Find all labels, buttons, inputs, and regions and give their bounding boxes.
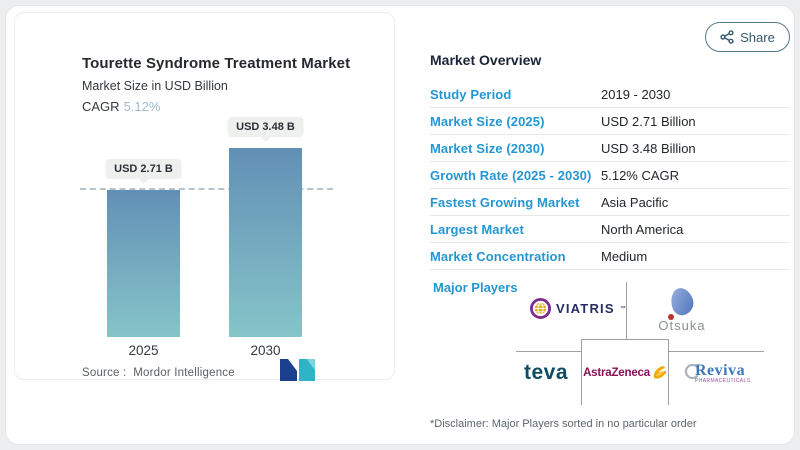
row-label: Market Size (2030) [430,140,545,156]
value-tooltip-2025: USD 2.71 B [105,159,182,179]
row-label: Market Concentration [430,248,566,264]
table-row: Study Period 2019 - 2030 [430,81,790,108]
players-horizontal-divider-left [516,351,581,352]
source-label: Source : [82,367,127,379]
table-row: Growth Rate (2025 - 2030) 5.12% CAGR [430,162,790,189]
astrazeneca-swoosh-icon [652,365,667,381]
reviva-sub-text: PHARMACEUTICALS [695,378,751,384]
row-label: Fastest Growing Market [430,194,580,210]
astrazeneca-box: AstraZeneca [581,339,669,405]
source-value: Mordor Intelligence [133,367,235,379]
row-label: Largest Market [430,221,524,237]
x-axis-label-2025: 2025 [128,343,159,358]
row-label: Study Period [430,86,512,102]
overview-table: Study Period 2019 - 2030 Market Size (20… [430,81,790,270]
reviva-logo: Reviva PHARMACEUTICALS [684,362,750,384]
table-row: Largest Market North America [430,216,790,243]
row-value: Asia Pacific [601,194,669,210]
chart-cagr: CAGR 5.12% [82,99,160,114]
bar[interactable] [107,190,180,337]
viatris-trademark: ™ [619,305,626,312]
row-value: Medium [601,248,648,264]
players-horizontal-divider-right [669,351,764,352]
cagr-label: CAGR [82,99,120,114]
share-button-label: Share [740,29,775,45]
viatris-globe-icon [530,298,551,319]
value-tooltip-2030: USD 3.48 B [227,117,304,137]
otsuka-logo: Otsuka [654,285,710,333]
row-label: Market Size (2025) [430,113,545,129]
reference-dashed-line [80,188,333,190]
table-row: Market Concentration Medium [430,243,790,270]
value-tooltip-2030-text: USD 3.48 B [236,121,295,133]
mordor-intelligence-logo-icon [280,359,316,386]
reviva-swoosh-icon [684,364,699,379]
table-row: Market Size (2025) USD 2.71 Billion [430,108,790,135]
otsuka-blob-icon [667,285,697,318]
chart-title: Tourette Syndrome Treatment Market [82,55,351,72]
otsuka-wordmark: Otsuka [658,318,706,333]
share-button[interactable]: Share [705,22,790,52]
market-size-chart-card: Tourette Syndrome Treatment Market Marke… [14,12,395,381]
x-axis-label-2030: 2030 [250,343,281,358]
astrazeneca-wordmark: AstraZeneca [583,366,650,379]
value-tooltip-2025-text: USD 2.71 B [114,163,173,175]
row-value: USD 3.48 Billion [601,140,696,156]
astrazeneca-logo: AstraZeneca [583,365,667,381]
viatris-wordmark: VIATRIS [556,301,615,316]
cagr-value: 5.12% [123,99,161,114]
major-players-label: Major Players [433,280,518,295]
report-card: Tourette Syndrome Treatment Market Marke… [5,5,795,445]
row-value: 5.12% CAGR [601,167,680,183]
share-nodes-icon [720,30,734,44]
row-value: North America [601,221,684,237]
viatris-logo: VIATRIS ™ [530,298,626,319]
row-label: Growth Rate (2025 - 2030) [430,167,592,183]
players-disclaimer: *Disclaimer: Major Players sorted in no … [430,418,697,430]
table-row: Market Size (2030) USD 3.48 Billion [430,135,790,162]
row-value: 2019 - 2030 [601,86,671,102]
bar[interactable] [229,148,302,337]
teva-logo: teva [524,361,569,384]
row-value: USD 2.71 Billion [601,113,696,129]
bar-chart-plot-area: USD 2.71 B USD 3.48 B [80,113,333,337]
bar-group-2025: USD 2.71 B [105,113,182,337]
chart-source: Source : Mordor Intelligence [82,367,235,379]
table-row: Fastest Growing Market Asia Pacific [430,189,790,216]
chart-subtitle: Market Size in USD Billion [82,79,228,93]
overview-heading: Market Overview [430,52,542,68]
players-vertical-divider [626,282,627,339]
reviva-wordmark: Reviva [695,362,746,379]
bar-group-2030: USD 3.48 B [227,113,304,337]
otsuka-dot-icon [668,314,674,320]
